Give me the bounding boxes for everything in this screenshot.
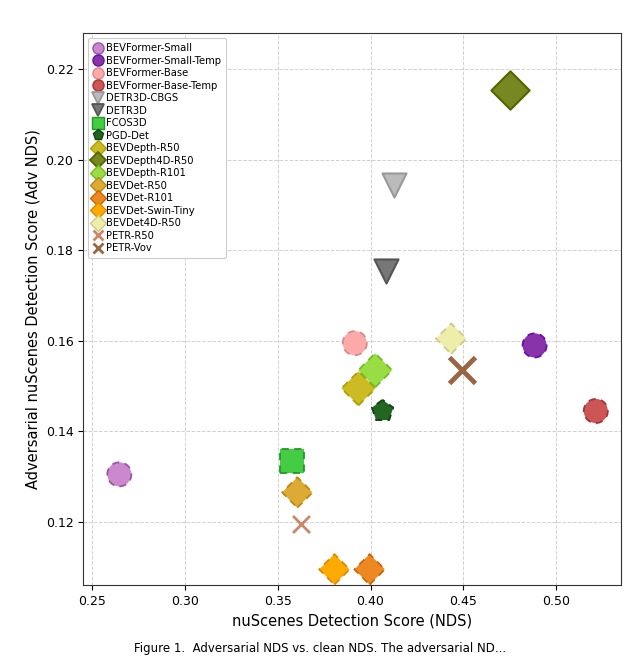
Point xyxy=(388,180,399,190)
Point xyxy=(446,333,456,344)
Point xyxy=(506,84,516,95)
Point xyxy=(329,564,339,575)
Point xyxy=(378,406,388,416)
Point xyxy=(378,406,388,416)
Point xyxy=(292,487,303,498)
Point xyxy=(329,564,339,575)
Point xyxy=(381,265,392,276)
Point xyxy=(591,406,601,416)
Point xyxy=(353,383,364,394)
Point xyxy=(591,406,601,416)
Point xyxy=(365,564,375,575)
Point xyxy=(446,333,456,344)
Point xyxy=(457,365,467,376)
Point xyxy=(114,469,124,479)
Point xyxy=(349,338,360,348)
Point xyxy=(353,383,364,394)
Point xyxy=(370,365,380,376)
Legend: BEVFormer-Small, BEVFormer-Small-Temp, BEVFormer-Base, BEVFormer-Base-Temp, DETR: BEVFormer-Small, BEVFormer-Small-Temp, B… xyxy=(88,39,226,258)
X-axis label: nuScenes Detection Score (NDS): nuScenes Detection Score (NDS) xyxy=(232,614,472,628)
Point xyxy=(114,469,124,479)
Text: Figure 1.  Adversarial NDS vs. clean NDS. The adversarial ND...: Figure 1. Adversarial NDS vs. clean NDS.… xyxy=(134,642,506,655)
Point xyxy=(365,564,375,575)
Point xyxy=(292,487,303,498)
Point xyxy=(296,519,306,529)
Point xyxy=(529,340,540,350)
Point xyxy=(529,340,540,350)
Y-axis label: Adversarial nuScenes Detection Score (Adv NDS): Adversarial nuScenes Detection Score (Ad… xyxy=(25,129,40,489)
Point xyxy=(349,338,360,348)
Point xyxy=(287,456,297,466)
Point xyxy=(370,365,380,376)
Point xyxy=(287,456,297,466)
